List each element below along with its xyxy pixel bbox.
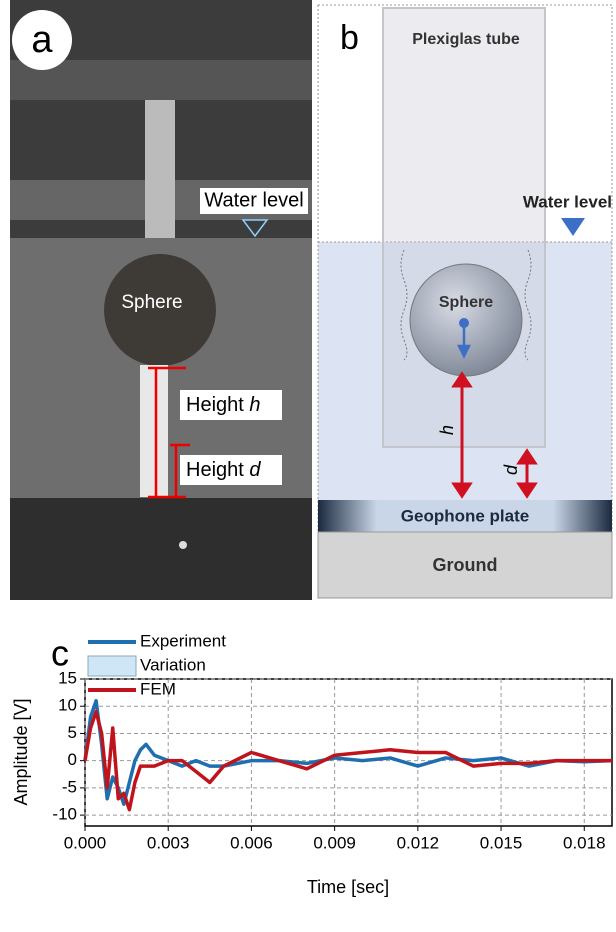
d-label: d <box>501 464 521 475</box>
x-tick-label: 0.012 <box>397 833 440 852</box>
x-tick-label: 0.015 <box>480 833 523 852</box>
panel-label: a <box>31 19 53 61</box>
y-tick-label: 0 <box>68 750 77 769</box>
panel-c: c Time [sec] Amplitude [V] 15 10 5 0 -5 -10 0.… <box>11 631 612 896</box>
sphere-label: Sphere <box>121 292 182 313</box>
h-label: h <box>437 425 457 435</box>
text: Height <box>186 394 244 416</box>
legend-label: Experiment <box>140 631 226 650</box>
y-axis-label: Amplitude [V] <box>11 698 31 805</box>
x-tick-label: 0.003 <box>147 833 190 852</box>
ruler <box>140 365 168 497</box>
water-level-label: Water level <box>204 189 303 211</box>
text: Height <box>186 459 244 481</box>
tube-label: Plexiglas tube <box>412 31 520 48</box>
panel-a: a Water level Sphere Height h Height d <box>10 0 312 600</box>
plate-label: Geophone plate <box>401 506 529 525</box>
panel-label: b <box>340 19 359 57</box>
var: d <box>249 459 261 481</box>
legend-label: Variation <box>140 655 206 674</box>
water-level-label: Water level <box>523 192 612 211</box>
rod <box>145 100 175 240</box>
y-tick-label: 10 <box>58 696 77 715</box>
var: h <box>249 394 260 416</box>
panel-b: b Plexiglas tube Water level Sphere h d … <box>318 5 612 598</box>
y-tick-label: -10 <box>52 805 77 824</box>
height-d-label: Height d <box>186 459 261 481</box>
legend-label: FEM <box>140 679 176 698</box>
bolt <box>179 541 187 549</box>
base <box>10 498 312 600</box>
x-tick-label: 0.018 <box>563 833 606 852</box>
x-tick-label: 0.000 <box>64 833 107 852</box>
x-tick-label: 0.006 <box>230 833 273 852</box>
y-tick-label: 5 <box>68 723 77 742</box>
ground-label: Ground <box>433 555 498 575</box>
figure: a Water level Sphere Height h Height d b… <box>0 0 616 932</box>
height-h-label: Height h <box>186 394 261 416</box>
water-level-marker <box>561 218 585 236</box>
y-tick-label: -5 <box>62 777 77 796</box>
x-axis-label: Time [sec] <box>307 877 389 897</box>
sphere-label: Sphere <box>439 294 493 311</box>
y-tick-label: 15 <box>58 668 77 687</box>
x-tick-label: 0.009 <box>313 833 356 852</box>
legend-swatch <box>88 656 136 676</box>
panel-label: c <box>51 633 69 674</box>
